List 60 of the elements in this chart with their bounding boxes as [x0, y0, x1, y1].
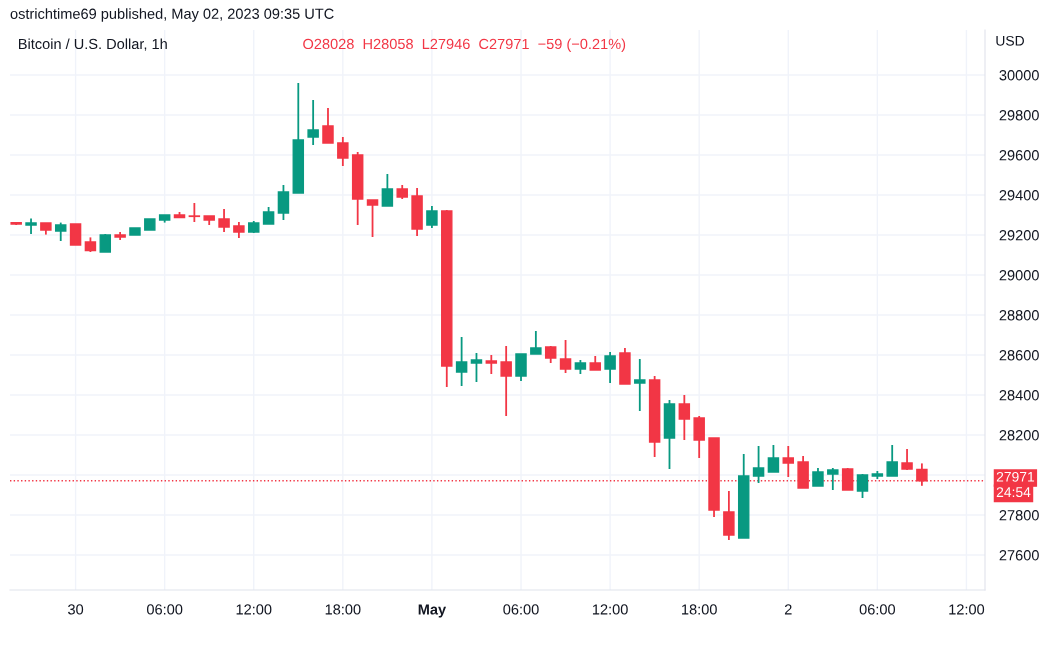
candlestick [99, 233, 112, 253]
x-tick-label: 06:00 [503, 604, 539, 615]
candlestick [604, 351, 616, 384]
candlestick [426, 205, 438, 229]
y-tick-label: 30000 [999, 70, 1039, 81]
y-tick-label: 29200 [999, 230, 1039, 241]
candlestick [856, 473, 869, 499]
candlestick [455, 336, 468, 387]
x-tick-label: 12:00 [949, 604, 985, 615]
candlestick [188, 202, 201, 223]
x-tick-label: 18:00 [682, 604, 717, 615]
x-tick-label: 2 [784, 604, 792, 615]
text: Bitcoin / U.S. Dollar, 1h [19, 38, 167, 51]
y-tick-label: 29800 [999, 110, 1039, 121]
x-tick-label: 18:00 [325, 604, 361, 615]
candlestick [366, 199, 379, 238]
candlestick [886, 444, 898, 477]
y-tick-label: 27600 [999, 550, 1039, 561]
candlestick [515, 353, 527, 382]
y-tick-label: 28800 [999, 310, 1039, 321]
candlestick [634, 358, 646, 412]
candlestick [530, 330, 542, 355]
x-tick-label: 06:00 [859, 604, 896, 615]
candlestick [322, 107, 334, 144]
y-tick-label: 29400 [999, 190, 1039, 201]
candlestick [723, 490, 735, 541]
y-tick-label: 29000 [999, 270, 1039, 281]
y-tick-label: 28400 [999, 390, 1039, 401]
y-axis-title: USD [996, 35, 1024, 46]
text: O28028 H28058 L27946 C27971 −59 (−0.21%) [303, 38, 626, 52]
candlestick [485, 354, 498, 375]
y-tick-label: 28600 [999, 350, 1039, 361]
candlestick [470, 352, 483, 383]
y-tick-label: 28200 [999, 430, 1039, 441]
x-tick-label: 06:00 [146, 604, 183, 615]
candlestick [218, 208, 230, 233]
candlestick [500, 345, 512, 417]
candlestick [54, 221, 67, 242]
candlestick [827, 467, 839, 491]
candlestick [277, 184, 290, 221]
x-tick-label: 30 [68, 604, 84, 615]
candlestick [752, 445, 765, 484]
candlestick [782, 445, 795, 478]
x-tick-label: 12:00 [592, 604, 628, 615]
ref-line-label: 27971 [996, 471, 1035, 482]
text: ostrichtime69 published, May 02, 2023 09:35 UTC [10, 8, 334, 22]
y-tick-label: 27800 [999, 510, 1039, 521]
y-tick-label: 29600 [999, 150, 1039, 161]
candlestick [693, 415, 705, 459]
candlestick [69, 223, 82, 246]
x-tick-label: 12:00 [236, 604, 272, 615]
text: 24:54 [996, 487, 1031, 498]
candlestick [678, 394, 691, 441]
candlestick [381, 173, 394, 207]
candlestick [307, 99, 319, 146]
candlestick [767, 444, 780, 473]
candlestick [812, 467, 824, 487]
x-tick-label: May [418, 604, 447, 618]
candlestick [337, 136, 349, 167]
candlestick [559, 339, 572, 374]
